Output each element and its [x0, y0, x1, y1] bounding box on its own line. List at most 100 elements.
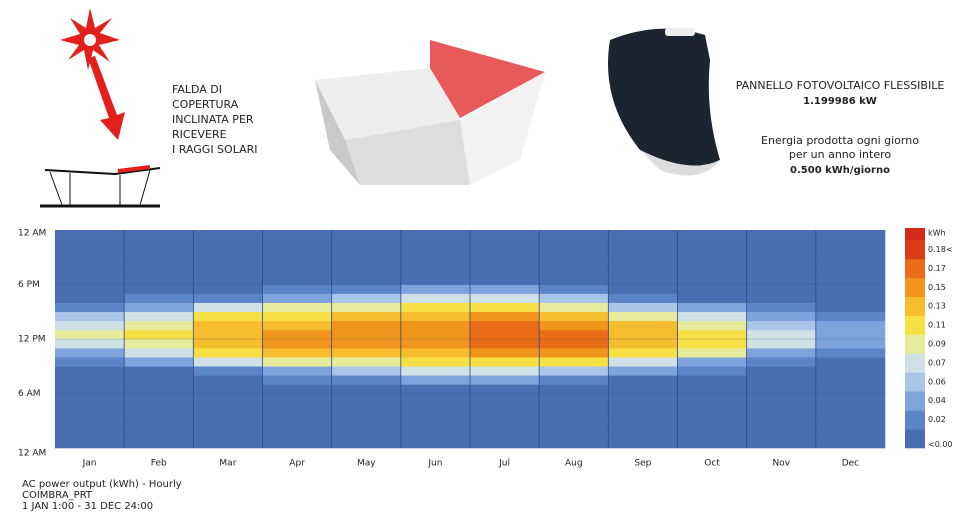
heat-cell	[677, 438, 747, 449]
heat-cell	[400, 239, 471, 249]
heat-cell	[193, 320, 263, 331]
heat-cell	[262, 284, 332, 294]
heat-cell	[470, 420, 540, 431]
x-tick-label: Jun	[427, 459, 442, 469]
caption-line: RICEVERE	[172, 128, 227, 141]
heat-cell	[55, 248, 125, 258]
heat-cell	[608, 329, 678, 340]
heat-cell	[815, 429, 886, 440]
heat-cell	[470, 320, 540, 331]
heat-cell	[539, 266, 609, 276]
legend-label: 0.11	[928, 321, 946, 330]
x-tick-label: Oct	[704, 459, 720, 469]
heat-cell	[815, 384, 886, 394]
heat-cell	[55, 339, 125, 349]
heat-cell	[124, 384, 194, 394]
heat-cell	[262, 339, 332, 349]
heat-cell	[746, 411, 817, 422]
heat-cell	[55, 366, 125, 376]
heat-cell	[262, 402, 332, 412]
heat-cell	[539, 239, 609, 249]
heat-cell	[539, 302, 609, 313]
heat-cell	[815, 420, 886, 431]
heat-cell	[331, 384, 402, 394]
heat-cell	[193, 248, 263, 258]
heat-cell	[262, 266, 332, 276]
heat-cell	[262, 384, 332, 394]
heat-cell	[193, 438, 263, 449]
heat-cell	[746, 311, 817, 322]
legend-label: 0.04	[928, 396, 946, 405]
heat-cell	[677, 239, 747, 249]
heat-cell	[55, 284, 125, 294]
heat-cell	[400, 311, 471, 322]
heat-cell	[55, 311, 125, 322]
heat-cell	[815, 248, 886, 258]
heat-cell	[815, 293, 886, 303]
heat-cell	[677, 420, 747, 431]
legend-label: 0.06	[928, 377, 946, 386]
legend-swatch	[905, 353, 925, 373]
heat-cell	[470, 293, 540, 303]
heat-cell	[124, 248, 194, 258]
heat-cell	[539, 339, 609, 349]
heat-cell	[815, 438, 886, 449]
heat-cell	[124, 266, 194, 276]
heat-cell	[677, 275, 747, 285]
caption-line: I RAGGI SOLARI	[172, 143, 258, 156]
legend-label: 0.15	[928, 283, 946, 292]
heat-cell	[608, 257, 678, 267]
heat-cell	[470, 402, 540, 412]
heat-cell	[331, 248, 402, 258]
x-tick-label: Apr	[289, 459, 305, 469]
heat-cell	[746, 284, 817, 294]
heat-cell	[470, 357, 540, 367]
heat-cell	[677, 284, 747, 294]
heat-cell	[193, 329, 263, 340]
heat-cell	[400, 339, 471, 349]
heat-cell	[608, 348, 678, 358]
sun-ray	[88, 56, 125, 140]
heat-cell	[400, 411, 471, 422]
heat-cell	[539, 320, 609, 331]
heat-cell	[608, 384, 678, 394]
heat-cell	[193, 429, 263, 440]
heat-cell	[746, 357, 817, 367]
heat-cell	[608, 284, 678, 294]
heat-cell	[262, 429, 332, 440]
heat-cell	[124, 339, 194, 349]
heat-cell	[539, 411, 609, 422]
heat-cell	[124, 284, 194, 294]
heat-cell	[470, 429, 540, 440]
heat-cell	[400, 230, 471, 240]
heat-cell	[470, 339, 540, 349]
heat-cell	[55, 420, 125, 431]
heat-cell	[539, 357, 609, 367]
heat-cell	[746, 429, 817, 440]
heat-cell	[331, 393, 402, 403]
heat-cell	[400, 384, 471, 394]
heat-cell	[262, 320, 332, 331]
heat-cell	[815, 402, 886, 412]
heat-cell	[746, 348, 817, 358]
heat-cell	[608, 293, 678, 303]
heat-cell	[262, 329, 332, 340]
heat-cell	[746, 329, 817, 340]
heat-cell	[262, 239, 332, 249]
heat-cell	[331, 429, 402, 440]
heat-cell	[124, 411, 194, 422]
heat-cell	[262, 357, 332, 367]
legend-title: kWh	[928, 229, 946, 238]
heat-cell	[539, 311, 609, 322]
heat-cell	[262, 311, 332, 322]
y-tick-label: 6 PM	[18, 280, 40, 290]
heat-cell	[746, 366, 817, 376]
heatmap-chart: Jan Feb Mar Apr May Jun Jul Aug Sep Oct Nov Dec 12 A…	[18, 228, 953, 512]
heat-cell	[539, 329, 609, 340]
heat-cell	[193, 348, 263, 358]
heat-cell	[539, 275, 609, 285]
heat-cell	[124, 366, 194, 376]
heat-cell	[193, 266, 263, 276]
x-tick-label: Dec	[842, 459, 859, 469]
heat-cell	[677, 348, 747, 358]
